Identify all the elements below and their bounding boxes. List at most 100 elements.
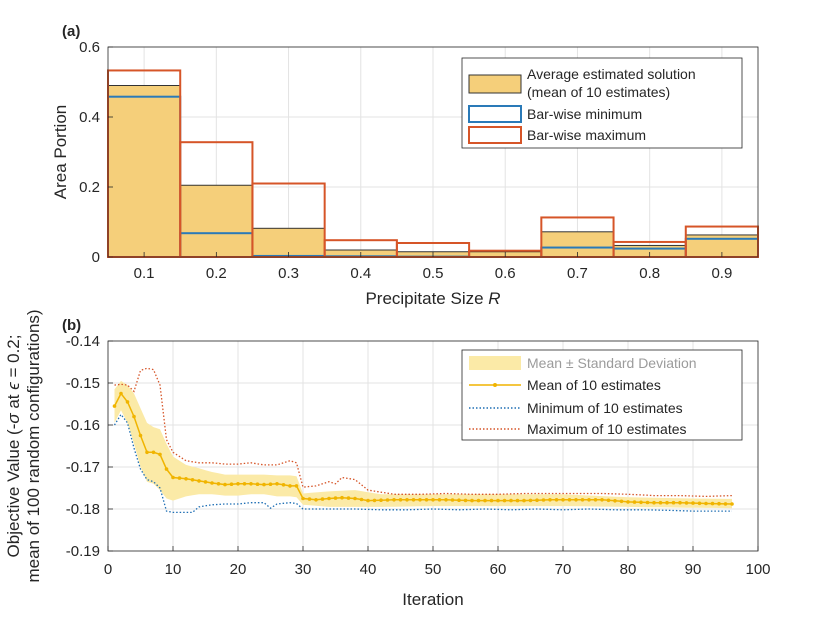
min-series-line <box>113 413 732 514</box>
legend-label-max: Bar-wise maximum <box>527 127 646 143</box>
mean-point <box>229 482 234 487</box>
mean-point <box>613 499 617 503</box>
mean-point <box>678 500 682 505</box>
mean-point <box>197 479 201 483</box>
panel-b-xtick-label: 0 <box>104 561 112 578</box>
mean-point <box>593 498 598 502</box>
panel-b-y-axis-label: Objective Value (-σ at ϵ = 0.2; mean of … <box>4 309 43 582</box>
panel-a-legend: Average estimated solution (mean of 10 e… <box>461 57 743 149</box>
mean-point <box>509 498 513 503</box>
mean-point <box>658 500 663 505</box>
mean-point <box>470 498 474 503</box>
mean-point <box>398 498 403 502</box>
mean-point <box>704 501 708 506</box>
panel-a-xtick-label: 0.8 <box>639 265 660 282</box>
mean-point <box>405 498 409 502</box>
legend-label-max-b: Maximum of 10 estimates <box>527 421 687 437</box>
bar-average <box>179 184 253 258</box>
legend-swatch-average <box>468 74 522 94</box>
panel-a-y-axis-label: Area Portion <box>51 105 70 200</box>
panel-a-label: (a) <box>62 23 80 40</box>
mean-point <box>450 498 455 502</box>
legend-swatch-min <box>468 105 522 123</box>
panel-b-ytick-label: -0.17 <box>66 459 100 476</box>
panel-a-ytick-label: 0 <box>92 249 100 266</box>
mean-point <box>463 498 468 503</box>
panel-a-legend-box <box>461 57 743 149</box>
mean-point <box>158 452 162 457</box>
panel-a-x-ticks: 0.1 0.2 0.3 0.4 0.5 0.6 0.7 0.8 0.9 <box>134 252 732 282</box>
panel-b-x-axis-label: Iteration <box>402 590 463 609</box>
mean-point <box>268 482 273 487</box>
mean-point <box>697 501 702 506</box>
mean-point <box>639 500 643 505</box>
legend-label-average-line2: (mean of 10 estimates) <box>527 84 670 100</box>
mean-point <box>580 498 585 502</box>
legend-label-mean: Mean of 10 estimates <box>527 377 661 393</box>
panel-b-xtick-label: 100 <box>745 561 770 578</box>
panel-b-ytick-label: -0.14 <box>66 333 100 350</box>
mean-point <box>242 482 247 486</box>
mean-point <box>431 498 435 502</box>
mean-point <box>184 477 188 481</box>
bar-average <box>107 85 181 258</box>
mean-point <box>255 482 260 487</box>
mean-point <box>164 467 169 471</box>
panel-b-xtick-label: 70 <box>555 561 572 578</box>
mean-point <box>489 498 494 503</box>
mean-point <box>567 498 572 502</box>
mean-point <box>314 498 318 502</box>
mean-point <box>619 499 624 504</box>
panel-b-xtick-label: 40 <box>360 561 377 578</box>
panel-a-xtick-label: 0.7 <box>567 265 588 282</box>
legend-label-min: Bar-wise minimum <box>527 106 642 122</box>
mean-point <box>333 496 338 500</box>
mean-point <box>457 498 461 503</box>
mean-point <box>145 450 149 455</box>
panel-a-xtick-label: 0.1 <box>134 265 155 282</box>
mean-point <box>223 482 227 487</box>
mean-point <box>392 498 396 502</box>
mean-point <box>691 501 695 505</box>
mean-point <box>190 478 195 482</box>
mean-point <box>548 498 552 502</box>
mean-point <box>645 500 650 505</box>
mean-point <box>138 433 143 438</box>
mean-point <box>535 498 539 503</box>
panel-b-xtick-label: 60 <box>490 561 507 578</box>
panel-a-xtick-label: 0.3 <box>278 265 299 282</box>
mean-point <box>177 476 182 480</box>
mean-point <box>684 501 689 505</box>
mean-point <box>372 498 377 503</box>
mean-point <box>541 498 546 502</box>
panel-b-y-axis-label-line2: mean of 100 random configurations) <box>24 309 43 582</box>
legend-marker-mean <box>493 383 497 387</box>
mean-point <box>340 495 344 500</box>
mean-point <box>730 502 734 506</box>
panel-a-xtick-label: 0.4 <box>350 265 371 282</box>
std-band <box>114 380 732 509</box>
mean-point <box>632 500 637 504</box>
mean-point <box>502 498 507 503</box>
panel-a: 0.1 0.2 0.3 0.4 0.5 0.6 0.7 0.8 0.9 0 0.2 0.4 0.6 (… <box>51 23 759 308</box>
panel-b-ytick-label: -0.18 <box>66 501 100 518</box>
mean-point <box>424 498 429 502</box>
mean-point <box>515 498 520 503</box>
mean-point <box>236 482 240 486</box>
mean-point <box>483 498 487 503</box>
mean-point <box>411 498 416 502</box>
mean-point <box>379 498 383 503</box>
mean-point <box>626 500 630 504</box>
mean-point <box>210 481 214 485</box>
panel-b-xtick-label: 30 <box>295 561 312 578</box>
panel-b-y-axis-label-line1: Objective Value (-σ at ϵ = 0.2; <box>4 335 23 558</box>
mean-point <box>496 498 500 503</box>
legend-label-min-b: Minimum of 10 estimates <box>527 400 683 416</box>
mean-point <box>288 484 292 488</box>
mean-point <box>476 498 481 503</box>
max-series-line <box>114 367 733 498</box>
panel-a-ytick-label: 0.6 <box>79 39 100 56</box>
mean-point <box>665 500 669 505</box>
mean-point <box>301 496 305 501</box>
